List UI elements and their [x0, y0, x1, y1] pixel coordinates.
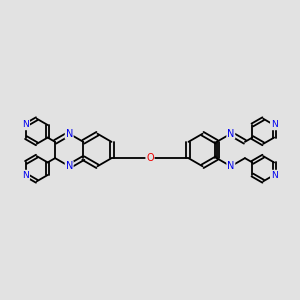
Text: N: N	[271, 121, 278, 130]
Text: N: N	[271, 170, 278, 179]
Text: N: N	[227, 161, 235, 171]
Text: O: O	[146, 153, 154, 163]
Text: N: N	[227, 129, 235, 139]
Text: N: N	[65, 129, 73, 139]
Text: N: N	[22, 170, 29, 179]
Text: N: N	[65, 161, 73, 171]
Text: N: N	[22, 121, 29, 130]
